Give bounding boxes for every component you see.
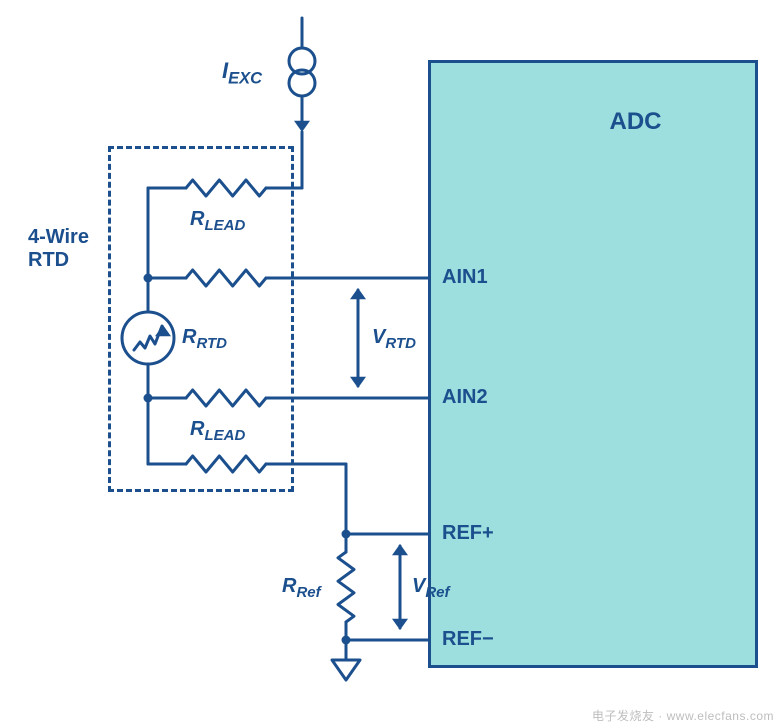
label-rrtd: RRTD bbox=[182, 326, 227, 352]
label-iexc: IEXC bbox=[222, 58, 262, 88]
label-ain1: AIN1 bbox=[442, 266, 488, 289]
label-rlead-1: RLEAD bbox=[190, 208, 245, 234]
label-rlead-2: RLEAD bbox=[190, 418, 245, 444]
label-rtd-box: 4-WireRTD bbox=[28, 226, 89, 272]
label-refp: REF+ bbox=[442, 522, 494, 545]
label-refm: REF− bbox=[442, 628, 494, 651]
label-ain2: AIN2 bbox=[442, 386, 488, 409]
label-vref: VRef bbox=[412, 575, 450, 601]
adc-block bbox=[428, 60, 758, 668]
label-rref: RRef bbox=[282, 575, 321, 601]
watermark: 电子发烧友 · www.elecfans.com bbox=[592, 707, 774, 724]
label-vrtd: VRTD bbox=[372, 326, 416, 352]
adc-title: ADC bbox=[610, 108, 662, 136]
